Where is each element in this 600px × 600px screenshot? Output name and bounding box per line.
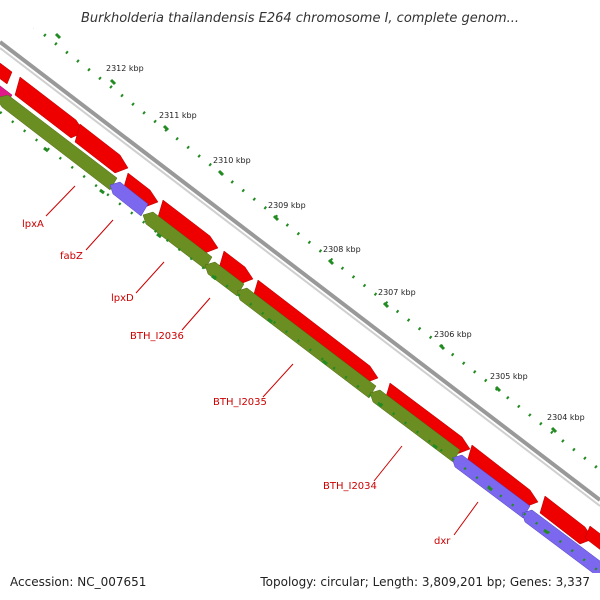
inner-major-tick [377,401,383,408]
major-tick [382,301,390,309]
label-leader [181,297,211,331]
inner-major-tick [432,443,438,450]
gene-block-reverse [142,211,213,270]
backbone-outer [0,40,600,502]
gene-block-forward [0,62,13,85]
tick-label: 2307 kbp [378,288,416,297]
gene-label-bth-i2034: BTH_I2034 [323,481,377,492]
major-tick [550,426,558,434]
gene-block-reverse [204,261,245,297]
forward-strand [0,62,600,550]
inner-major-tick [43,146,49,153]
tick-label: 2306 kbp [434,330,472,339]
gene-label-lpxd: lpxD [111,293,134,304]
tick-label: 2305 kbp [490,372,528,381]
major-tick [494,385,502,393]
gene-block-rna [109,181,149,217]
gene-label-dxr: dxr [434,536,451,547]
topology-text: Topology: circular; Length: 3,809,201 bp… [259,575,590,589]
gene-block-reverse [369,389,461,463]
tick-label: 2312 kbp [106,64,144,73]
label-leader [262,363,294,398]
gene-block-forward [218,250,254,285]
tick-label: 2309 kbp [268,201,306,210]
major-tick [217,169,225,177]
major-tick [162,124,170,132]
inner-major-tick [156,232,162,239]
major-ticks [54,32,558,434]
gene-block-forward [252,279,379,384]
label-leader [45,185,76,217]
gene-label-bth-i2035: BTH_I2035 [213,397,267,408]
label-leader [85,219,114,251]
inner-major-tick [543,528,549,535]
tick-label: 2308 kbp [323,245,361,254]
label-leader [453,501,479,536]
gene-block-rna [451,454,531,519]
inner-major-ticks [43,146,549,535]
inner-tick-ring [0,111,600,573]
gene-block-reverse [236,287,377,399]
tick-label: 2311 kbp [159,111,197,120]
gene-label-fabz: fabZ [60,251,83,262]
label-leader [373,445,403,482]
gene-block-reverse [0,94,118,191]
gene-label-lpxa: lpxA [22,219,44,230]
label-leader [135,261,165,294]
inner-major-tick [99,188,105,195]
inner-major-tick [267,317,273,324]
inner-major-tick [211,274,217,281]
tick-label: 2304 kbp [547,413,585,422]
outer-tick-ring [33,28,600,472]
inner-major-tick [487,485,493,492]
gene-block-forward [157,199,219,254]
major-tick [54,32,62,40]
major-tick [272,214,280,222]
gene-block-forward [539,495,594,545]
map-title: Burkholderia thailandensis E264 chromoso… [81,11,519,26]
major-tick [109,78,117,86]
gene-label-bth-i2036: BTH_I2036 [130,331,184,342]
tick-label-ring: 2313 kbp 2312 kbp 2311 kbp 2310 kbp 2309… [106,64,585,422]
gene-block-forward [74,123,129,174]
backbone-inner [0,47,600,507]
gene-block-forward [584,525,600,550]
gene-labels: lpxA fabZ lpxD BTH_I2036 BTH_I2035 BTH_I… [22,219,451,547]
tick-label: 2310 kbp [213,156,251,165]
accession-text: Accession: NC_007651 [10,575,146,589]
reverse-strand [0,85,600,573]
label-leaders [45,185,479,536]
inner-major-tick [322,359,328,366]
major-tick [438,343,446,351]
major-tick [327,258,335,266]
